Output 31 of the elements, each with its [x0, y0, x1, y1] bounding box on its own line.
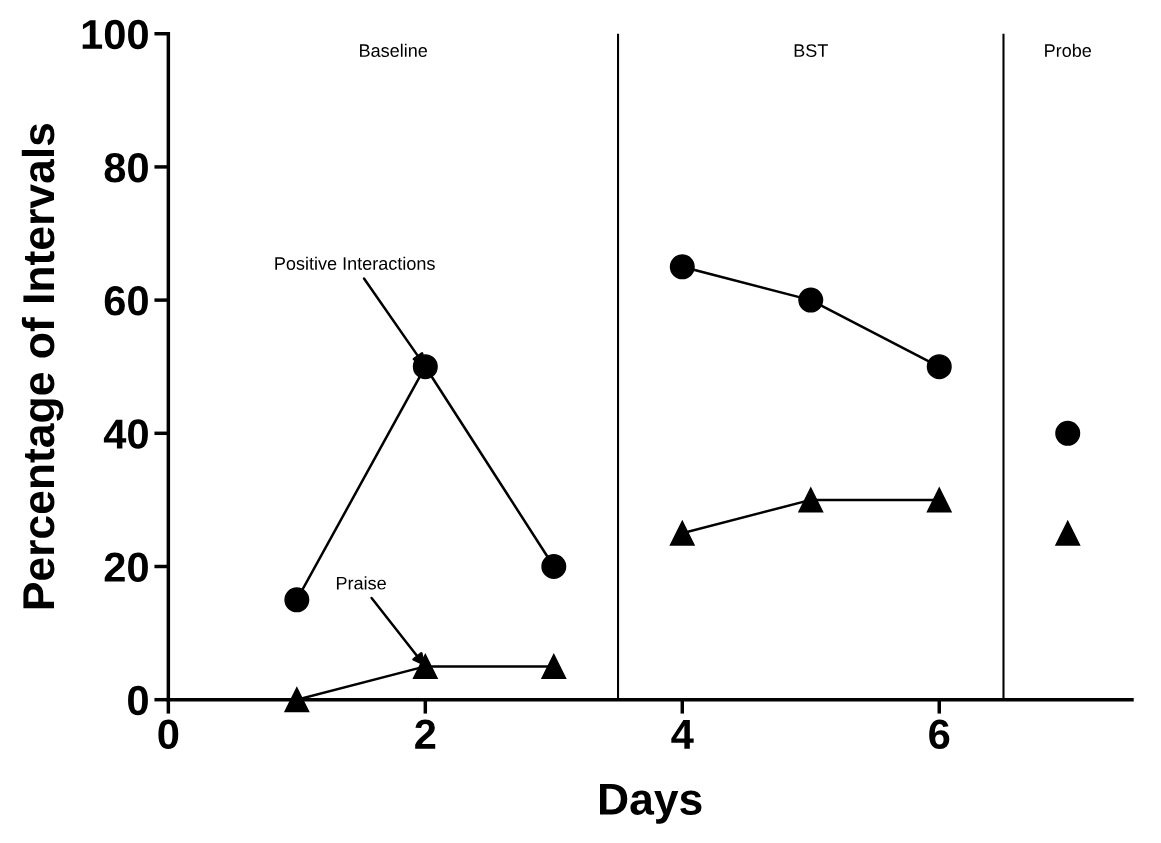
point [1055, 520, 1081, 546]
annotation: Probe [1045, 43, 1092, 57]
point [926, 354, 952, 380]
y-tick-label: 60 [104, 286, 148, 316]
x-tick-label: 6 [929, 719, 950, 750]
point [412, 653, 438, 679]
point [412, 354, 438, 380]
y-tick-label: 20 [104, 552, 148, 582]
x-tick-label: 4 [671, 719, 694, 749]
point [798, 287, 824, 313]
y-tick-label: 0 [128, 685, 148, 716]
y-tick-label: 40 [103, 419, 148, 449]
point [798, 487, 824, 513]
point [669, 520, 695, 546]
x-tick-label: 2 [415, 719, 436, 749]
x-tick-label: 0 [158, 719, 179, 750]
y-tick-label: 100 [82, 19, 148, 50]
y-tick-label: 80 [104, 152, 148, 183]
annotation: BST [794, 44, 828, 57]
point [926, 487, 952, 513]
point [541, 553, 567, 579]
annotation: Praise [336, 576, 386, 590]
annotation: Positive Interactions [275, 256, 435, 270]
point [1055, 420, 1081, 446]
annotation: Baseline [360, 43, 428, 57]
x-axis-title: Days [600, 783, 702, 824]
point [669, 254, 695, 280]
point [541, 653, 567, 679]
point [284, 587, 310, 613]
point [284, 687, 310, 713]
y-axis-title: Percentage of Intervals [21, 123, 64, 609]
